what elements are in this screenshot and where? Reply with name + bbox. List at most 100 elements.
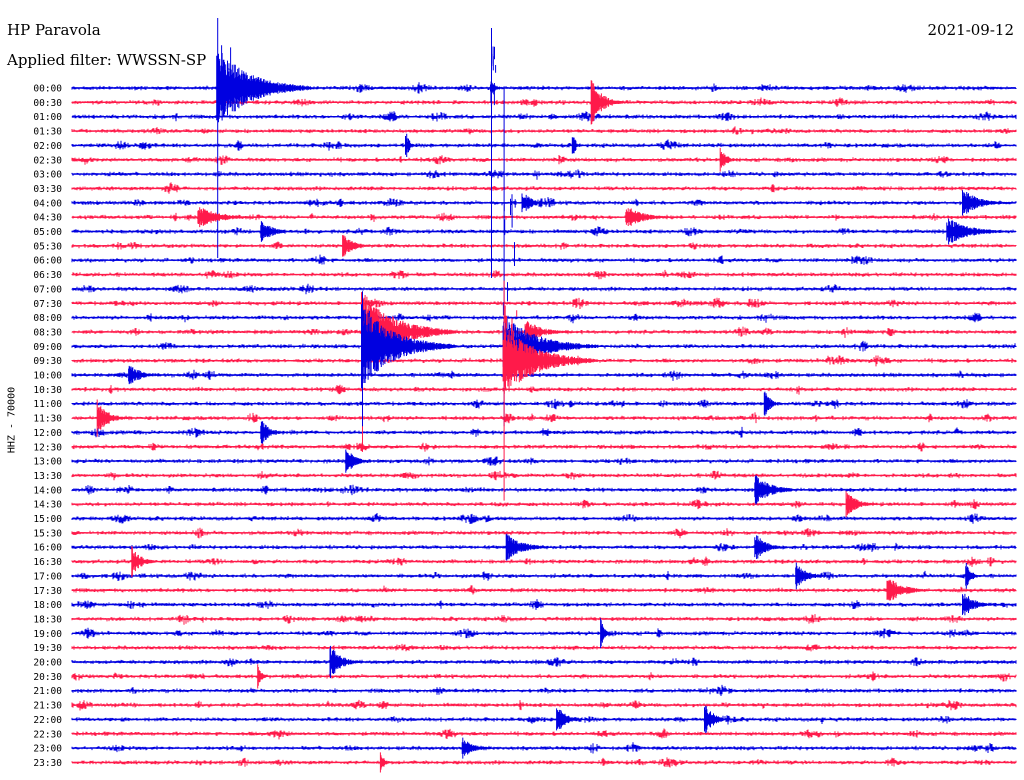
row-label-36: 18:00 — [33, 600, 62, 611]
event-36 — [704, 705, 730, 734]
row-label-9: 04:30 — [33, 213, 62, 224]
event-9 — [625, 208, 674, 226]
trace-row-46 — [71, 742, 1017, 754]
row-label-28: 14:00 — [33, 485, 62, 496]
trace-row-1 — [71, 97, 1017, 107]
trace-row-40 — [71, 657, 1017, 667]
event-0 — [216, 18, 312, 258]
event-12 — [342, 235, 375, 257]
row-label-23: 11:30 — [33, 414, 62, 425]
event-30 — [886, 579, 935, 601]
row-label-19: 09:30 — [33, 356, 62, 367]
trace-row-7 — [71, 182, 1017, 194]
event-7 — [962, 190, 1010, 216]
event-6 — [521, 193, 548, 213]
event-1 — [490, 28, 507, 278]
trace-row-11 — [71, 241, 1017, 250]
event-24 — [845, 491, 878, 518]
row-label-24: 12:00 — [33, 428, 62, 439]
row-label-16: 08:00 — [33, 313, 62, 324]
row-label-46: 23:00 — [33, 744, 62, 755]
trace-row-47 — [71, 757, 1017, 768]
event-21 — [260, 421, 286, 444]
row-label-40: 20:00 — [33, 658, 62, 669]
event-33 — [329, 645, 362, 679]
row-label-37: 18:30 — [33, 614, 62, 625]
trace-row-15 — [71, 297, 1017, 309]
trace-row-30 — [71, 513, 1017, 524]
event-32 — [600, 618, 611, 649]
row-label-18: 09:00 — [33, 342, 62, 353]
event-35 — [556, 708, 582, 731]
trace-row-13 — [71, 269, 1017, 280]
row-label-42: 21:00 — [33, 686, 62, 697]
event-25 — [505, 533, 554, 561]
row-label-29: 14:30 — [33, 500, 62, 511]
row-label-11: 05:30 — [33, 241, 62, 252]
row-label-5: 02:30 — [33, 155, 62, 166]
event-3 — [405, 133, 415, 157]
trace-row-16 — [71, 312, 1017, 324]
event-34 — [257, 664, 268, 689]
trace-row-31 — [71, 527, 1017, 539]
event-22 — [345, 449, 371, 473]
trace-row-20 — [71, 369, 1017, 381]
trace-row-22 — [71, 398, 1017, 410]
trace-row-41 — [71, 671, 1017, 682]
event-26 — [754, 535, 787, 559]
event-31 — [962, 593, 995, 616]
row-label-33: 16:30 — [33, 557, 62, 568]
event-2 — [590, 80, 623, 125]
event-27 — [131, 546, 157, 577]
trace-row-14 — [71, 283, 1017, 295]
event-4 — [571, 137, 582, 154]
trace-row-42 — [71, 684, 1017, 696]
row-label-35: 17:30 — [33, 586, 62, 597]
event-38 — [379, 752, 390, 773]
trace-row-26 — [71, 456, 1017, 466]
applied-filter: Applied filter: WWSSN-SP — [7, 51, 207, 69]
trace-rows — [71, 18, 1017, 773]
trace-row-43 — [71, 699, 1017, 711]
record-date: 2021-09-12 — [927, 21, 1014, 39]
event-8 — [197, 207, 261, 228]
row-label-34: 17:00 — [33, 571, 62, 582]
row-label-1: 00:30 — [33, 98, 62, 109]
event-5 — [719, 147, 737, 172]
row-label-44: 22:00 — [33, 715, 62, 726]
row-label-14: 07:00 — [33, 284, 62, 295]
row-label-32: 16:00 — [33, 543, 62, 554]
time-axis-labels: 00:00 00:30 01:00 01:30 02:00 02:30 03:00 03:30… — [33, 84, 62, 769]
row-label-27: 13:30 — [33, 471, 62, 482]
row-label-26: 13:00 — [33, 457, 62, 468]
station-name: HP Paravola — [7, 21, 101, 39]
row-label-8: 04:00 — [33, 198, 62, 209]
row-label-3: 01:30 — [33, 127, 62, 138]
row-label-13: 06:30 — [33, 270, 62, 281]
row-label-4: 02:00 — [33, 141, 62, 152]
trace-row-6 — [71, 169, 1017, 180]
event-19 — [763, 391, 781, 416]
row-label-22: 11:00 — [33, 399, 62, 410]
trace-row-25 — [71, 442, 1017, 452]
trace-row-23 — [71, 412, 1017, 424]
event-20 — [96, 399, 129, 437]
event-15 — [361, 291, 457, 427]
row-label-17: 08:30 — [33, 327, 62, 338]
event-11 — [946, 218, 1010, 245]
row-label-31: 15:30 — [33, 528, 62, 539]
event-23 — [754, 475, 803, 505]
event-17 — [502, 280, 598, 501]
row-label-7: 03:30 — [33, 184, 62, 195]
trace-row-37 — [71, 614, 1017, 625]
event-18 — [128, 365, 161, 385]
trace-row-28 — [71, 484, 1017, 496]
row-label-10: 05:00 — [33, 227, 62, 238]
row-label-12: 06:00 — [33, 256, 62, 267]
event-28 — [795, 562, 828, 590]
row-label-25: 12:30 — [33, 442, 62, 453]
row-label-45: 22:30 — [33, 729, 62, 740]
trace-row-36 — [71, 599, 1017, 610]
trace-row-21 — [71, 384, 1017, 395]
row-label-43: 21:30 — [33, 701, 62, 712]
